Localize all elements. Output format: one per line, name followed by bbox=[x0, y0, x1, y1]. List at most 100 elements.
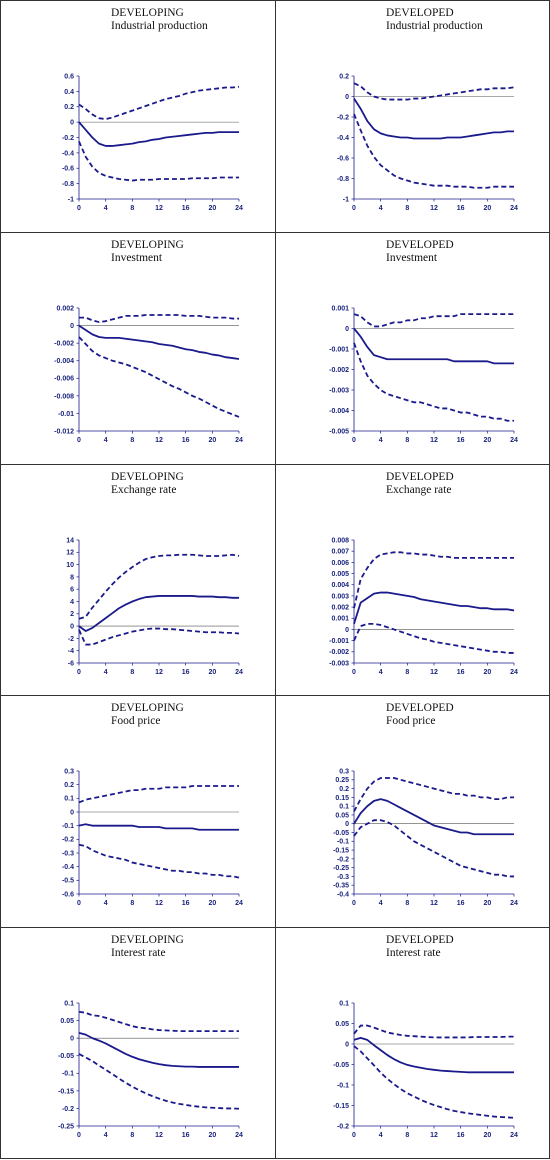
confidence-band-line bbox=[353, 550, 514, 609]
y-tick-label: -0.5 bbox=[62, 878, 74, 885]
line-chart: 0.60.40.20-0.2-0.4-0.6-0.8-10 4 8 12 16 20 24 bbox=[62, 73, 243, 212]
line-chart: 0.008 0.007 0.006 0.005 0.004 0.003 0.002 0.001… bbox=[329, 537, 518, 676]
y-tick-label: -0.15 bbox=[58, 1088, 74, 1095]
y-tick-label: 0.007 bbox=[332, 548, 350, 555]
chart-panel-8: DEVELOPING Interest rate 0.1 0.05 0 -0.05 -0.1… bbox=[0, 927, 275, 1159]
x-tick-label: 0 bbox=[352, 1132, 356, 1139]
impulse-response-line bbox=[78, 1032, 239, 1069]
y-tick-label: -0.005 bbox=[329, 428, 349, 435]
x-tick-label: 4 bbox=[104, 900, 108, 907]
chart-panel-2: DEVELOPING Investment 0.002 0 -0.002 -0.004 -0… bbox=[0, 231, 275, 464]
x-tick-label: 20 bbox=[208, 669, 216, 676]
y-tick-label: -0.008 bbox=[54, 393, 74, 400]
chart-panel-5: DEVELOPED Exchange rate 0.008 0.007 0.006 0.0… bbox=[275, 463, 550, 696]
confidence-band-line bbox=[353, 1045, 515, 1119]
x-tick-label: 0 bbox=[77, 1132, 81, 1139]
x-tick-label: 20 bbox=[483, 669, 491, 676]
impulse-response-line bbox=[353, 98, 514, 140]
impulse-response-line bbox=[78, 594, 239, 632]
y-tick-label: 0.005 bbox=[332, 571, 350, 578]
panel-group-label: DEVELOPED bbox=[386, 7, 454, 19]
confidence-band-line bbox=[79, 313, 239, 323]
y-tick-label: 12 bbox=[66, 549, 74, 556]
x-tick-label: 16 bbox=[457, 205, 465, 212]
confidence-band-line bbox=[353, 342, 514, 422]
x-tick-label: 20 bbox=[208, 205, 216, 212]
y-tick-label: 0.001 bbox=[332, 305, 350, 312]
chart-panel-1: DEVELOPED Industrial production 0.2 0 -0.2 -0… bbox=[275, 0, 550, 232]
y-tick-label: 0.2 bbox=[64, 104, 74, 111]
confidence-band-line bbox=[78, 1011, 239, 1033]
panel-group-label: DEVELOPED bbox=[386, 238, 454, 251]
y-tick-label: 0.3 bbox=[339, 769, 349, 776]
y-tick-label: 0.3 bbox=[64, 769, 74, 776]
x-tick-label: 12 bbox=[155, 1132, 163, 1139]
y-tick-label: 0.1 bbox=[64, 1001, 74, 1008]
y-tick-label: -0.05 bbox=[333, 830, 349, 837]
x-tick-label: 20 bbox=[208, 437, 216, 444]
confidence-band-line bbox=[78, 85, 240, 120]
panel-title: DEVELOPING Interest rate bbox=[111, 934, 184, 960]
y-tick-label: -0.6 bbox=[62, 166, 74, 173]
y-tick-label: 0.006 bbox=[332, 559, 350, 566]
x-tick-label: 24 bbox=[510, 1132, 518, 1139]
line-chart: 0.30.250.20.150.10.050-0.05-0.1-0.15-0.2… bbox=[333, 769, 518, 908]
y-tick-label: -0.002 bbox=[329, 367, 349, 374]
y-tick-label: 0.2 bbox=[64, 782, 74, 789]
panel-title: DEVELOPED Industrial production bbox=[386, 7, 483, 33]
y-tick-label: -0.15 bbox=[333, 848, 349, 855]
x-tick-label: 16 bbox=[457, 1132, 465, 1139]
panel-title: DEVELOPING Exchange rate bbox=[111, 471, 184, 497]
x-tick-label: 24 bbox=[510, 437, 518, 444]
y-tick-label: 0 bbox=[345, 1042, 349, 1049]
y-tick-label: 0.25 bbox=[335, 778, 349, 785]
panel-title: DEVELOPED Investment bbox=[386, 239, 454, 265]
line-chart: 0.002 0 -0.002 -0.004 -0.006 -0.008 -0.01 -0.01… bbox=[54, 305, 243, 444]
panel-title: DEVELOPING Food price bbox=[111, 702, 184, 728]
y-tick-label: 0.004 bbox=[332, 582, 350, 589]
confidence-band-line bbox=[78, 140, 239, 182]
y-tick-label: 0.003 bbox=[332, 593, 350, 600]
y-tick-label: -0.2 bbox=[337, 1124, 349, 1131]
chart-panel-9: DEVELOPED Interest rate 0.1 0.05 0 -0.05 -0.1 -… bbox=[275, 927, 550, 1159]
y-tick-label: -6 bbox=[68, 660, 74, 667]
x-tick-label: 8 bbox=[405, 437, 409, 444]
chart-panel-7: DEVELOPED Food price 0.3 0.25 0.2 0.15 0.1 0.05… bbox=[275, 695, 550, 928]
y-tick-label: 0 bbox=[345, 326, 349, 333]
y-tick-label: -0.001 bbox=[329, 346, 349, 353]
x-tick-label: 16 bbox=[182, 1132, 190, 1139]
y-tick-label: 0 bbox=[70, 1036, 74, 1043]
confidence-band-line bbox=[78, 785, 239, 804]
panel-variable-label: Investment bbox=[386, 251, 438, 264]
panel-title: DEVELOPED Exchange rate bbox=[386, 471, 454, 497]
x-tick-label: 0 bbox=[352, 437, 356, 444]
y-tick-label: 6 bbox=[70, 586, 74, 593]
y-tick-label: -0.3 bbox=[62, 851, 74, 858]
panel-group-label: DEVELOPING bbox=[111, 934, 184, 947]
y-tick-label: 0 bbox=[70, 623, 74, 630]
panel-variable-label: Industrial production bbox=[386, 20, 483, 32]
y-tick-label: 0.05 bbox=[335, 1021, 349, 1028]
panel-title: DEVELOPING Industrial production bbox=[111, 7, 208, 33]
confidence-band-line bbox=[78, 553, 240, 620]
y-tick-label: 0.008 bbox=[332, 537, 350, 544]
confidence-band-line bbox=[353, 82, 515, 101]
x-tick-label: 8 bbox=[405, 669, 409, 676]
x-tick-label: 4 bbox=[104, 205, 108, 212]
x-tick-label: 24 bbox=[510, 669, 518, 676]
x-tick-label: 0 bbox=[77, 205, 81, 212]
y-tick-label: -0.004 bbox=[54, 358, 74, 365]
x-tick-label: 4 bbox=[379, 1132, 383, 1139]
y-tick-label: 0.6 bbox=[64, 73, 74, 80]
impulse-response-line bbox=[78, 324, 240, 360]
y-tick-label: -0.35 bbox=[333, 883, 349, 890]
y-tick-label: 0.4 bbox=[64, 89, 74, 96]
chart-panel-4: DEVELOPING Exchange rate 14 12 10 8 6 4 2 0 -2 -4 -6… bbox=[0, 463, 275, 696]
x-tick-label: 0 bbox=[352, 900, 356, 907]
panel-variable-label: Interest rate bbox=[386, 947, 441, 960]
y-tick-label: 0.002 bbox=[57, 305, 75, 312]
line-chart: 0.10.050-0.05-0.1-0.15-0.2-0.250 4 8 12 16 20… bbox=[58, 1001, 243, 1140]
panel-variable-label: Industrial production bbox=[111, 20, 208, 32]
x-tick-label: 16 bbox=[457, 437, 465, 444]
